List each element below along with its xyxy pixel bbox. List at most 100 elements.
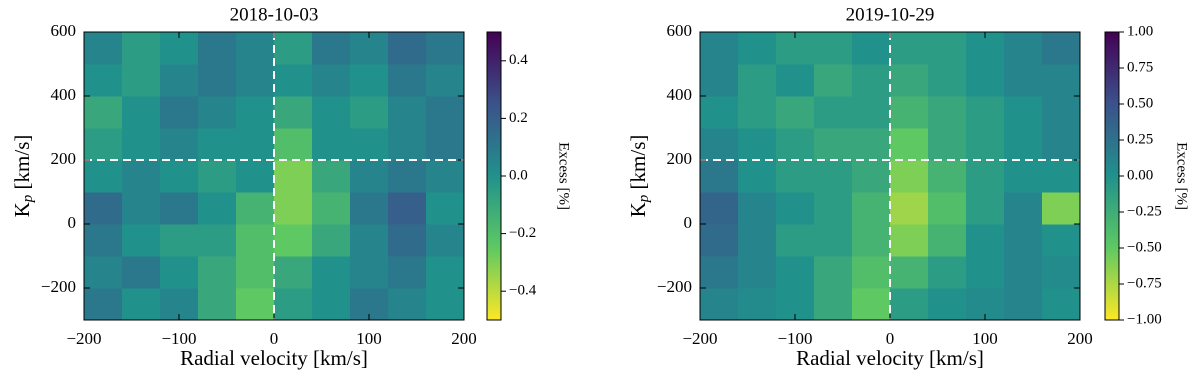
- heatmap-cell: [700, 96, 739, 129]
- colorbar: [486, 31, 502, 321]
- x-tick-label: −100: [161, 329, 196, 348]
- heatmap-cell: [426, 256, 465, 289]
- x-tick-label: −200: [66, 329, 101, 348]
- heatmap-cell: [890, 256, 929, 289]
- heatmap-cell: [966, 224, 1005, 257]
- y-tick-label: 400: [51, 85, 77, 104]
- colorbar: [1104, 31, 1120, 321]
- heatmap-cell: [776, 256, 815, 289]
- heatmap-cell: [852, 256, 891, 289]
- heatmap-cell: [852, 288, 891, 321]
- heatmap-cell: [350, 224, 389, 257]
- heatmap-cell: [776, 224, 815, 257]
- heatmap-cell: [928, 224, 967, 257]
- heatmap-cell: [928, 96, 967, 129]
- heatmap-cell: [198, 96, 237, 129]
- heatmap-cell: [814, 32, 853, 65]
- heatmap-cell: [426, 160, 465, 193]
- heatmap-cell: [122, 64, 161, 97]
- heatmap-cell: [388, 160, 427, 193]
- heatmap-cell: [312, 128, 351, 161]
- heatmap-cell: [1042, 96, 1081, 129]
- heatmap-cell: [388, 128, 427, 161]
- heatmap-cell: [160, 96, 199, 129]
- heatmap-cell: [890, 160, 929, 193]
- heatmap-cell: [312, 256, 351, 289]
- heatmap-cell: [388, 96, 427, 129]
- heatmap-cell: [84, 64, 123, 97]
- heatmap-cell: [890, 192, 929, 225]
- heatmap-cell: [852, 224, 891, 257]
- heatmap-cell: [426, 288, 465, 321]
- heatmap-cell: [198, 224, 237, 257]
- heatmap-cell: [426, 64, 465, 97]
- heatmap-cell: [236, 224, 275, 257]
- heatmap-cell: [1004, 128, 1043, 161]
- heatmap-cell: [1004, 96, 1043, 129]
- heatmap-cell: [160, 160, 199, 193]
- heatmap-cell: [700, 128, 739, 161]
- heatmap-cell: [426, 32, 465, 65]
- heatmap-cell: [160, 128, 199, 161]
- heatmap-cell: [776, 192, 815, 225]
- heatmap-cell: [700, 224, 739, 257]
- heatmap-cell: [738, 160, 777, 193]
- y-axis-label-sub: p: [636, 194, 652, 203]
- heatmap-cell: [236, 96, 275, 129]
- heatmap-cell: [776, 64, 815, 97]
- heatmap-cell: [426, 96, 465, 129]
- heatmap-cell: [388, 256, 427, 289]
- heatmap-cell: [84, 256, 123, 289]
- heatmap-cell: [1042, 64, 1081, 97]
- heatmap-cell: [274, 32, 313, 65]
- heatmap-cell: [350, 160, 389, 193]
- y-axis-label-unit: [km/s]: [626, 135, 650, 195]
- heatmap-cell: [966, 192, 1005, 225]
- heatmap-cell: [312, 288, 351, 321]
- heatmap-cell: [160, 64, 199, 97]
- heatmap-cell: [814, 192, 853, 225]
- y-tick-label: 600: [51, 21, 77, 40]
- x-tick-label: 100: [356, 329, 382, 348]
- heatmap-cell: [814, 64, 853, 97]
- heatmap-cell: [928, 288, 967, 321]
- heatmap-cell: [814, 128, 853, 161]
- heatmap-cell: [426, 128, 465, 161]
- colorbar-tick-label: 0.4: [509, 52, 528, 68]
- y-tick-label: 200: [667, 149, 693, 168]
- heatmap-cell: [388, 288, 427, 321]
- heatmap-cell: [198, 192, 237, 225]
- heatmap-cell: [274, 224, 313, 257]
- x-axis-label: Radial velocity [km/s]: [796, 346, 984, 370]
- colorbar-tick-label: 0.50: [1127, 95, 1153, 111]
- heatmap-cell: [1042, 256, 1081, 289]
- heatmap-cell: [350, 128, 389, 161]
- colorbar-tick-label: −1.00: [1127, 311, 1162, 327]
- heatmap-cell: [84, 128, 123, 161]
- colorbar-tick-label: 0.00: [1127, 167, 1153, 183]
- heatmap-cell: [84, 224, 123, 257]
- heatmap-cell: [274, 64, 313, 97]
- heatmap-cell: [1042, 224, 1081, 257]
- heatmap-cell: [122, 32, 161, 65]
- colorbar-tick-label: −0.4: [509, 283, 537, 299]
- heatmap-cell: [274, 128, 313, 161]
- x-tick-label: −100: [777, 329, 812, 348]
- heatmap-cell: [1004, 32, 1043, 65]
- heatmap-cell: [84, 288, 123, 321]
- heatmap-cell: [84, 32, 123, 65]
- x-tick-label: 200: [1067, 329, 1093, 348]
- heatmap-cell: [312, 64, 351, 97]
- heatmap-cell: [388, 224, 427, 257]
- heatmap-cell: [426, 192, 465, 225]
- x-tick-label: 0: [270, 329, 279, 348]
- heatmap-cell: [1042, 288, 1081, 321]
- heatmap-cell: [122, 288, 161, 321]
- y-axis-label: Kp [km/s]: [626, 135, 653, 218]
- heatmap-cell: [738, 256, 777, 289]
- heatmap-cell: [274, 288, 313, 321]
- heatmap-cell: [928, 128, 967, 161]
- heatmap-cell: [928, 256, 967, 289]
- heatmap-cell: [1004, 288, 1043, 321]
- heatmap-cell: [122, 256, 161, 289]
